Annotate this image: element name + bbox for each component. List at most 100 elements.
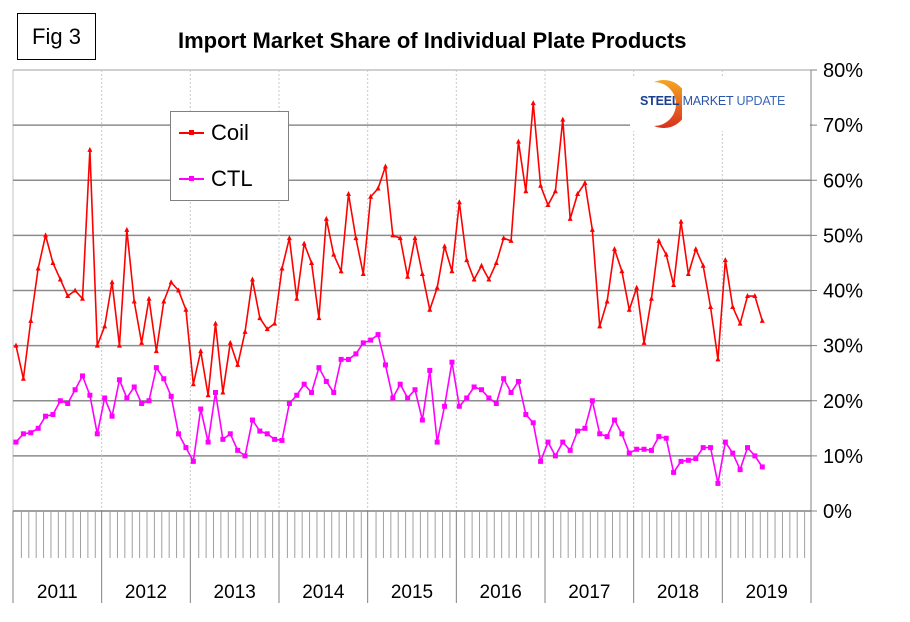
data-point: [43, 232, 49, 238]
data-point: [279, 437, 285, 443]
data-point: [375, 332, 381, 338]
data-point: [671, 469, 677, 475]
data-point: [323, 378, 329, 384]
y-axis: 0% 10% 20% 30% 40% 50% 60% 70% 80%: [810, 60, 863, 523]
data-point: [360, 270, 366, 276]
data-point: [405, 273, 411, 279]
data-point: [397, 381, 403, 387]
data-point: [13, 342, 19, 348]
data-point: [87, 392, 93, 398]
data-point: [700, 445, 706, 451]
data-point: [109, 279, 115, 285]
data-point: [102, 395, 108, 401]
data-point: [604, 434, 610, 440]
data-point: [685, 270, 691, 276]
data-point: [65, 401, 71, 407]
y-tick-label: 40%: [823, 281, 863, 303]
data-point: [316, 315, 322, 321]
y-tick-label: 80%: [823, 60, 863, 82]
data-point: [501, 376, 507, 382]
data-point: [176, 287, 182, 293]
data-point: [449, 359, 455, 365]
data-point: [309, 389, 315, 395]
gridlines: [12, 69, 811, 511]
data-point: [183, 445, 189, 451]
data-point: [43, 413, 49, 419]
data-point: [560, 116, 566, 122]
data-point: [279, 265, 285, 271]
data-point: [656, 434, 662, 440]
data-point: [589, 398, 595, 404]
data-point: [153, 365, 159, 371]
series-ctl: [13, 332, 765, 486]
data-point: [648, 295, 654, 301]
x-tick-label: 2016: [480, 582, 522, 603]
data-point: [634, 284, 640, 290]
data-point: [523, 188, 529, 194]
data-point: [456, 403, 462, 409]
data-point: [464, 257, 470, 263]
data-point: [619, 268, 625, 274]
data-point: [65, 293, 71, 299]
data-point: [139, 401, 145, 407]
data-point: [582, 180, 588, 186]
data-point: [50, 259, 56, 265]
data-point: [301, 240, 307, 246]
data-point: [501, 235, 507, 241]
data-point: [715, 356, 721, 362]
data-point: [604, 298, 610, 304]
data-point: [286, 235, 292, 241]
data-point: [35, 425, 41, 431]
logo-text: STEEL MARKET UPDATE: [640, 94, 786, 108]
data-point: [323, 215, 329, 221]
data-point: [338, 268, 344, 274]
x-tick-label: 2012: [125, 582, 167, 603]
data-point: [161, 298, 167, 304]
data-point: [693, 456, 699, 462]
y-tick-label: 0%: [823, 501, 852, 523]
data-point: [235, 361, 241, 367]
data-point: [471, 384, 477, 390]
data-point: [434, 284, 440, 290]
data-point: [634, 446, 640, 452]
data-point: [582, 425, 588, 431]
data-point: [102, 323, 108, 329]
x-tick-label: 2019: [746, 582, 788, 603]
y-tick-label: 60%: [823, 170, 863, 192]
data-point: [567, 215, 573, 221]
data-point: [752, 453, 758, 459]
steel-market-update-logo: STEEL MARKET UPDATE: [630, 76, 810, 131]
figure-label: Fig 3: [17, 13, 96, 60]
legend: Coil CTL: [170, 111, 289, 201]
data-point: [545, 202, 551, 208]
data-point: [28, 317, 34, 323]
data-point: [464, 395, 470, 401]
data-point: [116, 342, 122, 348]
x-tick-label: 2017: [568, 582, 610, 603]
legend-item-ctl: CTL: [179, 166, 253, 192]
data-point: [552, 188, 558, 194]
data-point: [109, 413, 115, 419]
data-point: [346, 356, 351, 362]
data-point: [442, 403, 448, 409]
x-tick-label: 2018: [657, 582, 699, 603]
data-point: [412, 235, 418, 241]
data-point: [368, 337, 374, 343]
chart-title: Import Market Share of Individual Plate …: [178, 28, 687, 53]
series-group: [13, 100, 765, 486]
data-point: [722, 257, 728, 263]
data-point: [353, 351, 359, 357]
data-point: [368, 193, 374, 199]
data-point: [412, 387, 418, 393]
data-point: [597, 323, 603, 329]
data-point: [678, 218, 684, 224]
data-point: [663, 251, 669, 257]
data-point: [286, 401, 292, 407]
data-point: [641, 339, 647, 345]
data-point: [538, 458, 544, 464]
data-point: [612, 246, 617, 252]
y-tick-label: 50%: [823, 225, 863, 247]
data-point: [176, 431, 182, 437]
data-point: [80, 295, 85, 301]
